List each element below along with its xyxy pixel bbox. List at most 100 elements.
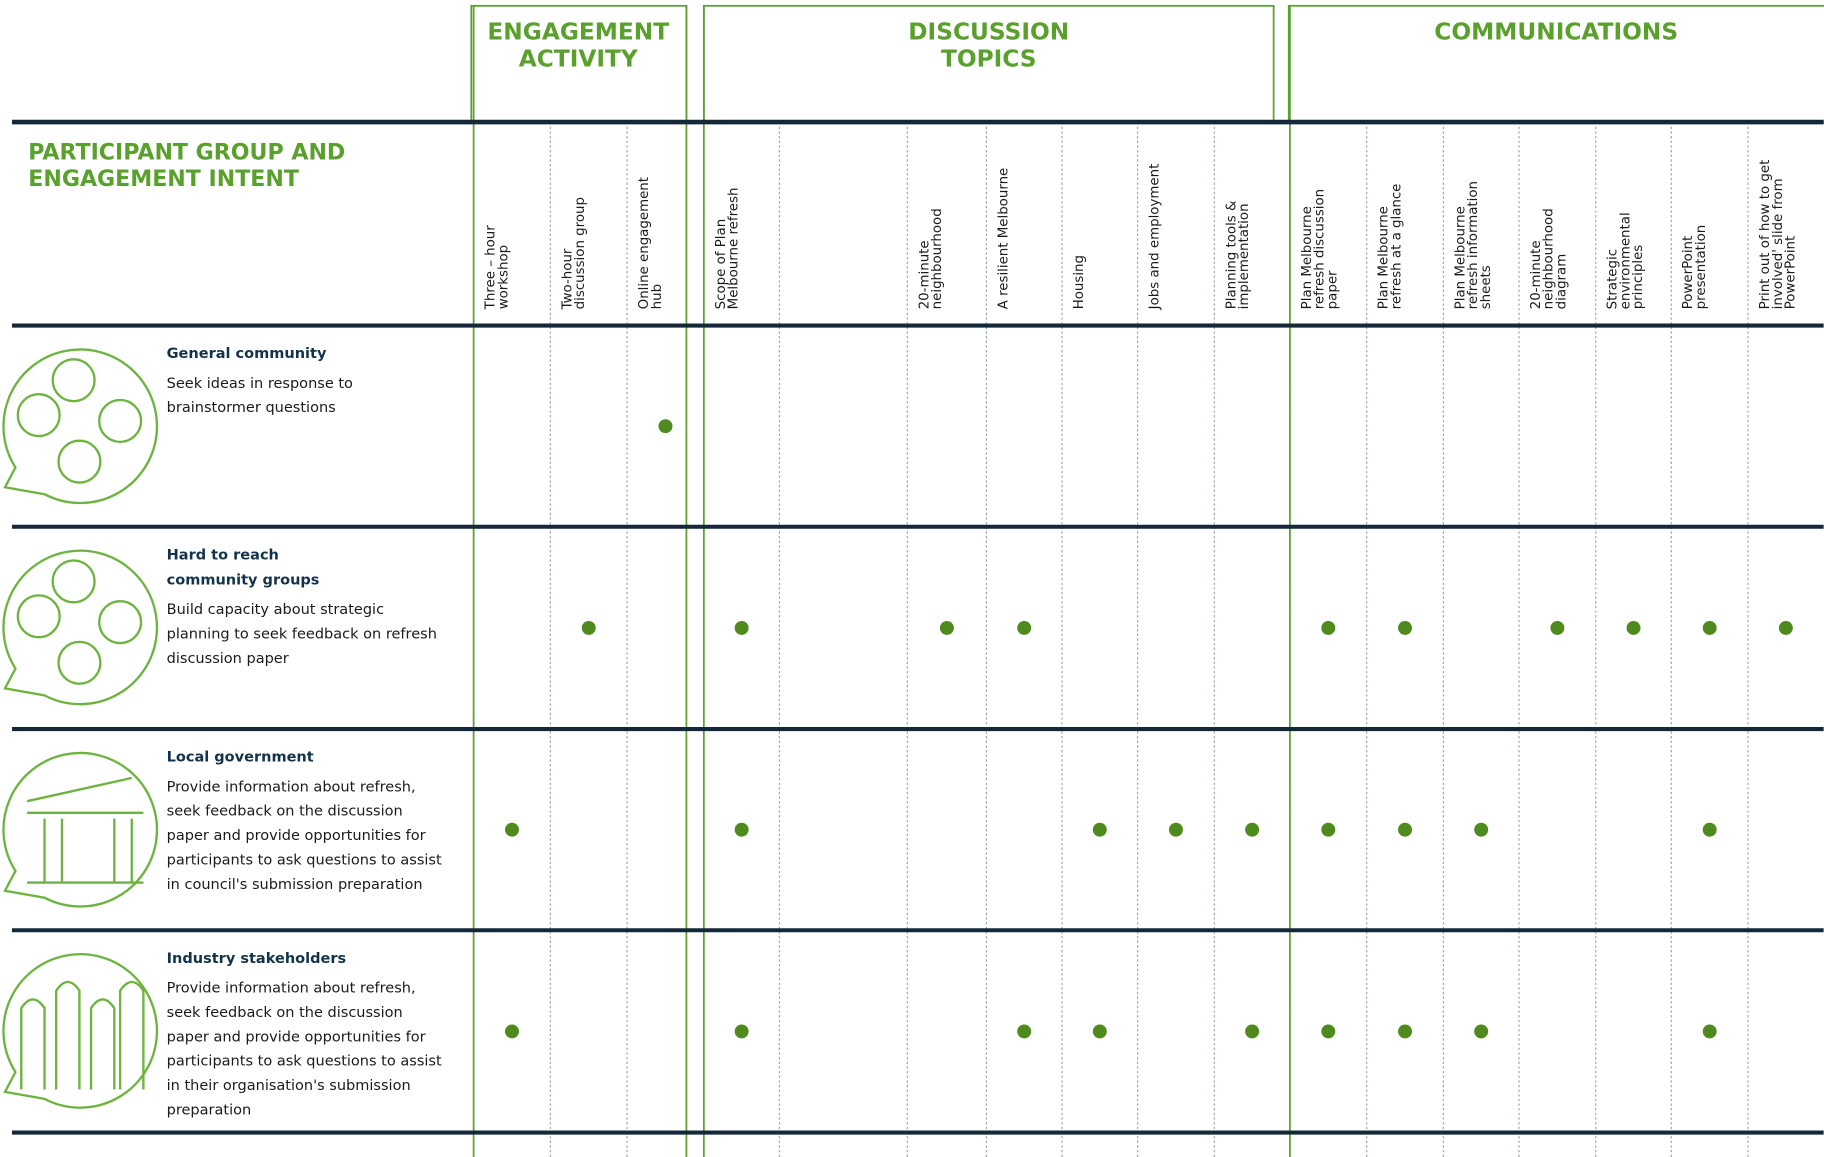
indicator-dot [1474,822,1489,837]
group-title: COMMUNICATIONS [1434,19,1678,46]
group-title: ACTIVITY [519,45,639,72]
face [16,594,61,639]
row-description: paper and provide opportunities for [167,828,426,844]
column-label: Housing [1072,255,1087,309]
column-label: refresh information [1466,181,1481,309]
group-title: TOPICS [941,45,1037,72]
indicator-dot [1702,822,1717,837]
indicator-dot [1321,1024,1336,1039]
indicator-dot [1017,1024,1032,1039]
column-label: PowerPoint [1681,236,1696,310]
column-label: neighbourhood [1542,208,1557,309]
row-icon [2,549,159,706]
row-description: Build capacity about strategic [167,602,384,618]
face [16,393,61,438]
speech-bubble [2,549,159,706]
row-title: community groups [167,572,320,588]
hand [118,980,145,1090]
column-label: workshop [496,245,511,309]
column-label: hub [650,284,665,309]
face [57,640,102,685]
face [98,600,143,645]
hand [20,998,46,1090]
hand [89,998,116,1090]
building [26,776,144,884]
column-label: environmental [1618,212,1633,309]
indicator-dot [1398,822,1413,837]
row-title: General community [167,346,327,362]
indicator-dot [1168,822,1183,837]
row-description: seek feedback on the discussion [167,804,403,820]
row-description: brainstormer questions [167,400,336,416]
column-label: 20-minute [1529,240,1544,309]
column-label: Strategic [1606,249,1621,309]
row-description: in council's submission preparation [167,877,423,893]
header-title: ENGAGEMENT INTENT [28,166,299,192]
row-description: Provide information about refresh, [167,779,416,795]
face [51,358,96,403]
column-label: Online engagement [637,177,652,309]
row-title: Hard to reach [167,547,279,563]
indicator-dot [1245,822,1260,837]
column-label: presentation [1694,225,1709,310]
column-label: diagram [1555,254,1570,310]
indicator-dot [1321,822,1336,837]
row-description: participants to ask questions to assist [167,853,442,869]
row-title: Industry stakeholders [167,951,347,967]
speech-bubble [2,953,159,1109]
indicator-dot [1702,1024,1717,1039]
indicator-dot [939,620,954,635]
column-label: discussion group [573,197,588,309]
indicator-dot [505,822,519,837]
column-label: involved' slide from [1771,178,1786,309]
column-label: neighbourhood [930,208,945,309]
indicator-dot [1398,1024,1413,1039]
row-description: planning to seek feedback on refresh [167,626,437,642]
column-label: refresh discussion [1313,189,1328,309]
indicator-dot [1092,1024,1107,1039]
row-description: Provide information about refresh, [167,980,416,996]
row-icon [2,953,159,1109]
indicator-dot [1626,620,1641,635]
column-label: sheets [1479,265,1494,309]
row-icon [2,348,159,505]
indicator-dot [1017,620,1032,635]
column-label: PowerPoint [1784,236,1799,310]
row-description: Seek ideas in response to [167,376,353,392]
column-label: 20-minute [917,240,932,309]
indicator-dot [1778,620,1793,635]
row-description: in their organisation's submission [167,1078,411,1094]
hand [55,980,81,1090]
indicator-dot [1702,620,1717,635]
indicator-dot [1550,620,1565,635]
row-title: Local government [167,750,314,766]
column-label: Plan Melbourne [1453,206,1468,309]
indicator-dot [734,1024,749,1039]
column-label: Jobs and employment [1148,164,1163,311]
column-label: Melbourne refresh [727,188,742,310]
row-description: seek feedback on the discussion [167,1005,403,1021]
face [51,559,96,604]
column-label: implementation [1237,203,1252,309]
row-icon [2,751,159,908]
column-label: A resilient Melbourne [996,168,1011,310]
column-label: Plan Melbourne [1300,206,1315,309]
column-label: Planning tools & [1224,201,1239,310]
row-description: discussion paper [167,651,289,667]
face [98,398,143,444]
column-label: refresh at a glance [1389,184,1404,310]
column-label: Print out of how to get [1758,160,1773,310]
indicator-dot [1245,1024,1260,1039]
header-title: PARTICIPANT GROUP AND [28,139,345,165]
indicator-dot [734,822,749,837]
indicator-dot [505,1024,519,1039]
column-label: principles [1631,245,1646,310]
row-description: preparation [167,1103,252,1119]
column-label: Three – hour [484,225,499,311]
speech-bubble [2,348,159,505]
column-label: Scope of Plan [714,219,729,310]
indicator-dot [581,620,596,635]
indicator-dot [1092,822,1107,837]
